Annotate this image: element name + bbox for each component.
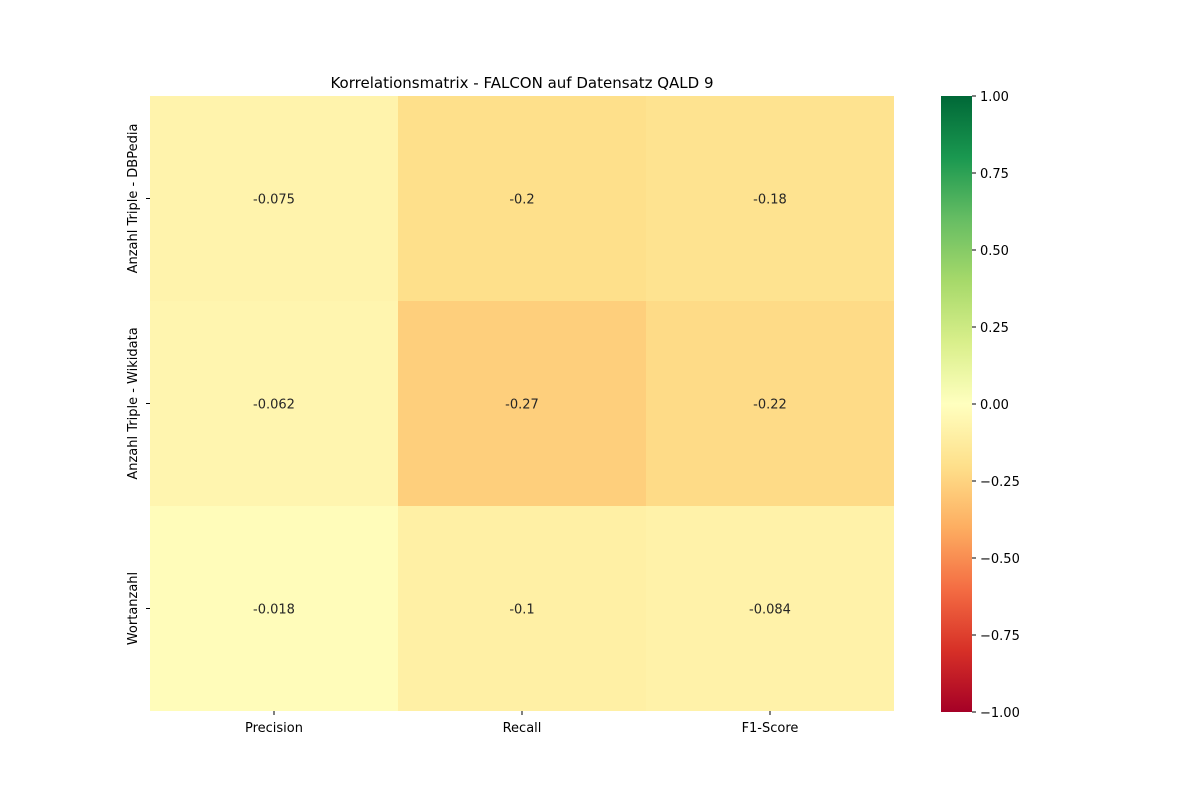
colorbar-tick-label-2: 0.50 <box>980 244 1009 259</box>
heatmap-cell-r1-c0 <box>150 301 398 506</box>
cell-value-label-r2-c1: -0.1 <box>509 603 534 618</box>
heatmap-cell-r1-c1 <box>398 301 646 506</box>
colorbar-tick-label-1: 0.75 <box>980 167 1009 182</box>
cell-value-label-r0-c1: -0.2 <box>509 193 534 208</box>
colorbar-tick-label-6: −0.50 <box>980 552 1020 567</box>
row-tick-label-2: Wortanzahl <box>126 572 141 645</box>
colorbar-tick-label-3: 0.25 <box>980 321 1009 336</box>
heatmap-cell-r0-c1 <box>398 96 646 301</box>
cell-value-label-r2-c2: -0.084 <box>749 603 791 618</box>
heatmap-cell-r2-c1 <box>398 506 646 711</box>
colorbar-tick-label-4: 0.00 <box>980 398 1009 413</box>
cell-value-label-r0-c0: -0.075 <box>253 193 295 208</box>
cell-value-label-r1-c1: -0.27 <box>505 398 539 413</box>
chart-title: Korrelationsmatrix - FALCON auf Datensat… <box>330 74 713 92</box>
row-tick-label-0: Anzahl Triple - DBPedia <box>126 124 141 274</box>
column-tick-label-0: Precision <box>245 721 303 736</box>
heatmap-cell-r2-c2 <box>646 506 894 711</box>
colorbar-tick-label-8: −1.00 <box>980 706 1020 721</box>
cell-value-label-r0-c2: -0.18 <box>753 193 787 208</box>
column-tick-labels: Precision Recall F1-Score <box>245 711 798 736</box>
row-tick-labels: Anzahl Triple - DBPedia Anzahl Triple - W… <box>126 124 150 645</box>
row-tick-label-1: Anzahl Triple - Wikidata <box>126 327 141 479</box>
heatmap-cell-r0-c2 <box>646 96 894 301</box>
cell-value-label-r1-c2: -0.22 <box>753 398 787 413</box>
colorbar <box>941 96 972 712</box>
heatmap-cell-r1-c2 <box>646 301 894 506</box>
column-tick-label-2: F1-Score <box>742 721 799 736</box>
colorbar-tick-label-5: −0.25 <box>980 475 1020 490</box>
cell-value-label-r1-c0: -0.062 <box>253 398 295 413</box>
column-tick-label-1: Recall <box>503 721 542 736</box>
colorbar-tick-label-0: 1.00 <box>980 90 1009 105</box>
heatmap-cell-r0-c0 <box>150 96 398 301</box>
heatmap-cell-r2-c0 <box>150 506 398 711</box>
cell-value-label-r2-c0: -0.018 <box>253 603 295 618</box>
colorbar-tick-label-7: −0.75 <box>980 629 1020 644</box>
colorbar-ticks: 1.00 0.75 0.50 0.25 0.00 −0.25 −0.50 −0.75 −1.00 <box>972 90 1020 721</box>
heatmap-cells: -0.075 -0.2 -0.18 -0.062 -0.27 -0.22 -0.018 -0.… <box>150 96 894 711</box>
